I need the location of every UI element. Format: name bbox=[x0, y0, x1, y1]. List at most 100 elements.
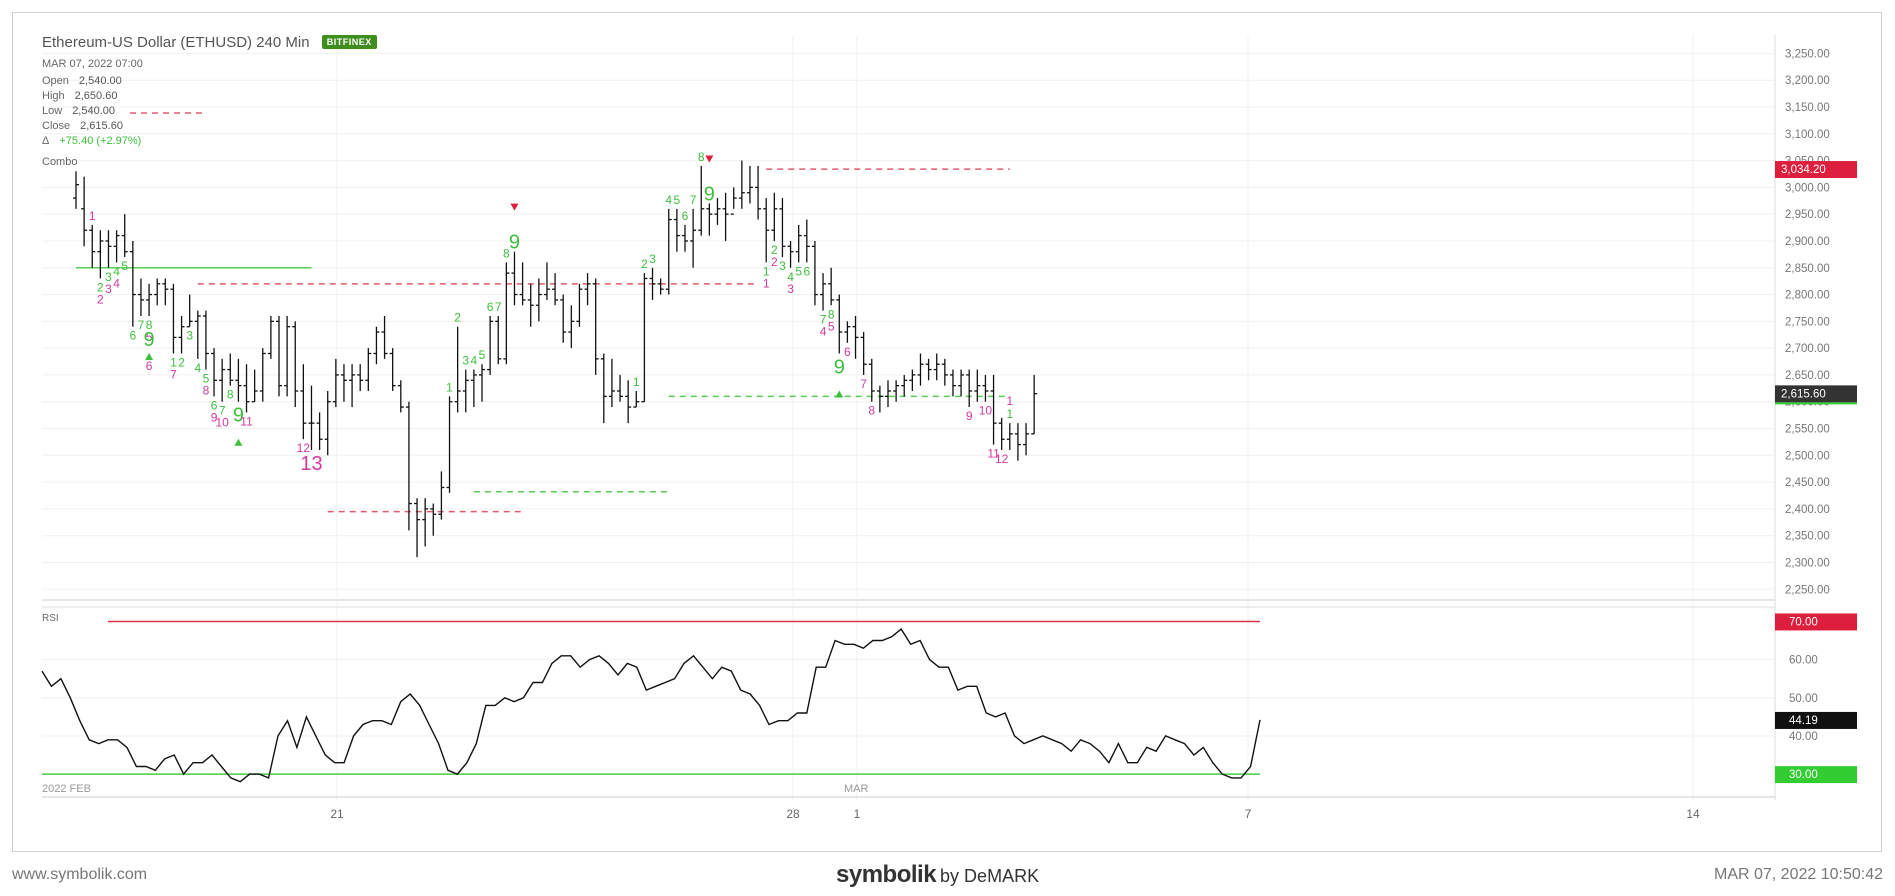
ohlc-bar bbox=[162, 278, 169, 306]
ohlc-bar bbox=[97, 230, 104, 279]
rsi-badge-label: 70.00 bbox=[1789, 616, 1818, 628]
symbol-name: Ethereum-US Dollar (ETHUSD) bbox=[42, 34, 253, 51]
price-tick-label: 3,200.00 bbox=[1785, 75, 1830, 87]
ohlc-bar bbox=[909, 369, 916, 392]
ohlc-bar bbox=[405, 401, 412, 531]
ohlc-bar bbox=[470, 369, 477, 408]
ohlc-bar bbox=[202, 310, 209, 370]
price-tick-label: 2,900.00 bbox=[1785, 236, 1830, 248]
price-tick-label: 2,250.00 bbox=[1785, 584, 1830, 596]
rsi-title: RSI bbox=[42, 613, 59, 624]
buy-setup-triangle bbox=[234, 438, 243, 446]
time-tick-label: 28 bbox=[786, 807, 800, 821]
ohlc-bar bbox=[584, 273, 591, 306]
rsi-badge bbox=[1775, 613, 1857, 631]
td-count-label: 12 bbox=[995, 452, 1009, 466]
td-count-label: 3 bbox=[649, 252, 656, 266]
td-count-label: 1 bbox=[89, 209, 96, 223]
ohlc-bar bbox=[235, 358, 242, 402]
td-count-label: 1 bbox=[1006, 407, 1013, 421]
ohlc-bar bbox=[901, 374, 908, 397]
td-count-label: 9 bbox=[211, 410, 218, 424]
ohlc-bar bbox=[633, 391, 640, 408]
price-tick-label: 2,650.00 bbox=[1785, 370, 1830, 382]
ohlc-bar bbox=[771, 192, 778, 241]
ohlc-bar bbox=[211, 348, 218, 397]
ohlc-bar bbox=[779, 198, 786, 258]
ohlc-bar bbox=[617, 374, 624, 402]
ohlc-bar bbox=[105, 230, 112, 268]
chart-title: Ethereum-US Dollar (ETHUSD) 240 Min BITF… bbox=[42, 34, 377, 51]
rsi-tick-label: 50.00 bbox=[1789, 693, 1818, 705]
ohlc-bar bbox=[316, 412, 323, 450]
sell-setup-triangle bbox=[510, 203, 519, 211]
brand-suffix: by DeMARK bbox=[940, 866, 1040, 886]
ohlc-bar bbox=[755, 165, 762, 220]
td-count-label: 6 bbox=[803, 264, 810, 278]
ohlc-bar bbox=[438, 471, 445, 520]
td-count-label: 9 bbox=[144, 329, 155, 351]
td-count-label: 11 bbox=[987, 447, 1000, 461]
ohlc-bar bbox=[828, 267, 835, 306]
period-label: 2022 FEB bbox=[42, 783, 91, 795]
ohlc-bar bbox=[186, 294, 193, 328]
buy-setup-triangle bbox=[145, 352, 154, 360]
ohlc-bar bbox=[917, 353, 924, 386]
td-count-label: 10 bbox=[979, 404, 993, 418]
td-count-label: 6 bbox=[146, 359, 153, 373]
ohlc-bar bbox=[657, 278, 664, 295]
td-count-label: 5 bbox=[121, 259, 128, 273]
td-count-label: 5 bbox=[203, 372, 210, 386]
price-badge bbox=[1775, 161, 1857, 179]
price-badge bbox=[1775, 385, 1857, 403]
td-count-label: 8 bbox=[146, 318, 153, 332]
ohlc-bar bbox=[267, 315, 274, 359]
td-count-label: 2 bbox=[178, 355, 185, 369]
td-count-label: 6 bbox=[211, 398, 218, 412]
period-label: MAR bbox=[844, 783, 869, 795]
price-tick-label: 2,350.00 bbox=[1785, 531, 1830, 543]
td-count-label: 5 bbox=[795, 264, 802, 278]
ohlc-bar bbox=[73, 171, 79, 209]
ohlc-bar bbox=[389, 348, 396, 392]
ohlc-bar bbox=[852, 315, 859, 359]
td-count-label: 5 bbox=[479, 348, 486, 362]
ohlc-bar bbox=[763, 198, 770, 263]
td-count-label: 3 bbox=[186, 329, 193, 343]
study-label[interactable]: Combo bbox=[42, 156, 78, 168]
td-count-label: 2 bbox=[771, 255, 778, 269]
ohlc-bar bbox=[259, 348, 266, 402]
td-count-label: 2 bbox=[97, 292, 104, 306]
td-count-label: 1 bbox=[633, 375, 640, 389]
ohlc-bar bbox=[462, 369, 469, 413]
ohlc-bar bbox=[308, 385, 315, 450]
ohlc-bar bbox=[568, 305, 575, 349]
ohlc-bar bbox=[535, 278, 542, 322]
ohlc-bar bbox=[820, 273, 827, 311]
open-label: Open bbox=[42, 75, 69, 87]
ohlc-bar bbox=[836, 294, 843, 354]
interval-label[interactable]: 240 Min bbox=[256, 34, 310, 51]
ohlc-bar bbox=[682, 224, 688, 252]
ohlc-bar bbox=[446, 396, 453, 493]
td-count-label: 13 bbox=[300, 453, 322, 475]
td-count-label: 9 bbox=[966, 409, 973, 423]
ohlc-bar bbox=[860, 332, 867, 375]
ohlc-bar bbox=[178, 315, 185, 354]
td-count-label: 1 bbox=[446, 380, 453, 394]
ohlc-bar bbox=[487, 315, 494, 375]
td-count-label: 3 bbox=[105, 270, 112, 284]
open-row: Open 2,540.00 bbox=[42, 75, 122, 87]
footer-brand-logo: symbolik by DeMARK bbox=[836, 861, 1039, 889]
td-count-label: 7 bbox=[495, 300, 502, 314]
td-count-label: 3 bbox=[105, 282, 112, 296]
price-tick-label: 2,550.00 bbox=[1785, 424, 1830, 436]
high-label: High bbox=[42, 90, 65, 102]
td-count-label: 9 bbox=[509, 232, 520, 254]
td-count-label: 3 bbox=[462, 354, 469, 368]
footer-site-link[interactable]: www.symbolik.com bbox=[12, 866, 148, 883]
time-tick-label: 14 bbox=[1686, 807, 1700, 821]
ohlc-bar bbox=[649, 267, 656, 300]
ohlc-bar bbox=[746, 165, 753, 204]
